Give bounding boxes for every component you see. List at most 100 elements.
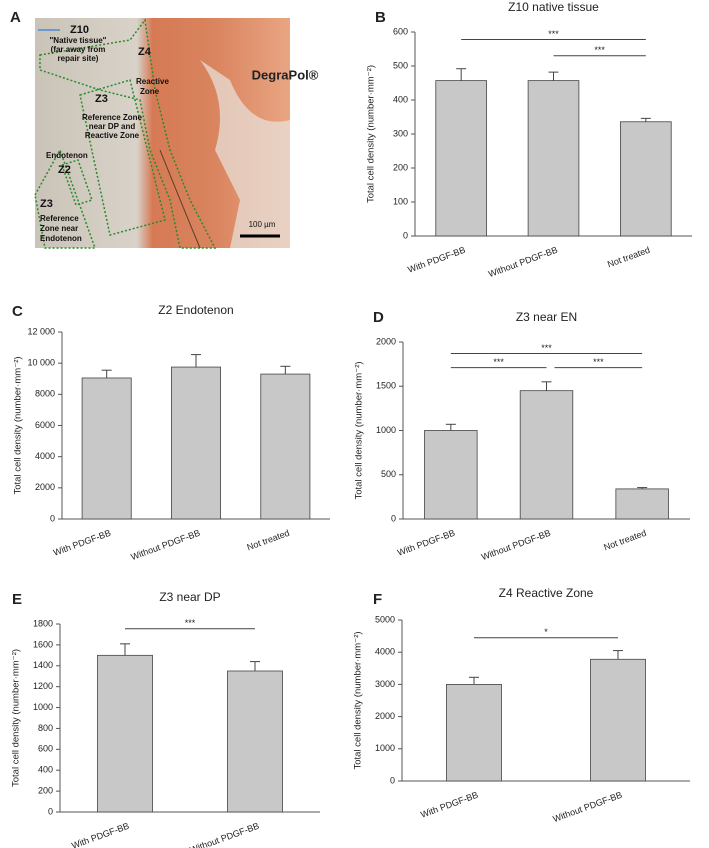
x-tick-label: Without PDGF-BB <box>551 790 623 824</box>
bar <box>435 80 487 237</box>
error-bar <box>541 381 552 391</box>
y-tick-label: 100 <box>393 196 408 206</box>
y-tick-label: 200 <box>393 162 408 172</box>
x-tick-label: Without PDGF-BB <box>129 528 201 562</box>
tissue-detail <box>200 60 290 248</box>
zone-text: Reference Zone <box>82 113 143 122</box>
panel-letter: A <box>10 9 21 26</box>
bar <box>424 430 478 520</box>
chart-title: Z10 native tissue <box>508 0 599 14</box>
zone-text: Zone near <box>40 224 78 233</box>
edge <box>159 149 201 249</box>
y-tick-label: 800 <box>38 723 53 733</box>
y-tick-label: 1500 <box>376 381 396 391</box>
panel-letter: D <box>373 309 384 326</box>
y-tick-label: 1800 <box>33 618 53 628</box>
panel-letter: F <box>373 591 382 608</box>
y-tick-label: 600 <box>393 26 408 36</box>
y-tick-label: 600 <box>38 744 53 754</box>
panel-letter: C <box>12 303 23 320</box>
x-tick-label: Without PDGF-BB <box>487 245 559 279</box>
error-bar <box>640 117 651 122</box>
y-tick-label: 6000 <box>35 420 55 430</box>
zone-text: Reference <box>40 214 79 223</box>
bar <box>97 654 153 813</box>
error-bar <box>445 423 456 431</box>
error-bar <box>191 354 201 368</box>
significance-label: *** <box>593 357 604 367</box>
bar <box>171 366 221 520</box>
significance-label: *** <box>185 618 196 628</box>
y-axis-label: Total cell density (number·mm⁻²) <box>366 65 377 203</box>
zone-text: Reactive <box>136 77 169 86</box>
x-tick-label: With PDGF-BB <box>70 821 130 848</box>
bar <box>227 670 283 813</box>
scale-bar-label: 100 µm <box>249 220 276 229</box>
significance-label: * <box>544 627 548 637</box>
y-tick-label: 300 <box>393 128 408 138</box>
y-tick-label: 3000 <box>375 679 395 689</box>
error-bar <box>101 369 112 378</box>
y-tick-label: 2000 <box>375 711 395 721</box>
zone-text: repair site) <box>58 54 99 63</box>
error-bar <box>250 661 260 671</box>
y-tick-label: 500 <box>393 60 408 70</box>
y-tick-label: 1400 <box>33 660 53 670</box>
error-bar <box>120 643 130 656</box>
error-bar <box>637 487 648 489</box>
y-axis-label: Total cell density (number·mm⁻²) <box>11 649 22 787</box>
y-axis-label: Total cell density (number·mm⁻²) <box>353 631 364 769</box>
zone-label: Z3 <box>95 93 108 105</box>
zone-text: "Native tissue" <box>50 36 107 45</box>
y-tick-label: 0 <box>391 513 396 523</box>
y-tick-label: 10 000 <box>27 358 55 368</box>
x-tick-label: Not treated <box>606 245 651 270</box>
y-tick-label: 1000 <box>376 425 396 435</box>
x-tick-label: With PDGF-BB <box>419 790 479 820</box>
x-tick-label: Without PDGF-BB <box>188 821 260 848</box>
y-axis-label: Total cell density (number·mm⁻²) <box>354 361 365 499</box>
zone-text: near DP and <box>89 122 136 131</box>
zone-label: Z2 <box>58 164 71 176</box>
panel-letter: E <box>12 591 22 608</box>
x-tick-label: Not treated <box>602 528 647 553</box>
x-tick-label: Without PDGF-BB <box>480 528 552 562</box>
x-tick-label: With PDGF-BB <box>52 528 112 558</box>
micrograph: Z10 "Native tissue" (far away from repai… <box>34 18 319 249</box>
x-tick-label: With PDGF-BB <box>396 528 456 558</box>
zone-text: (far away from <box>51 45 106 54</box>
error-bar <box>613 650 623 660</box>
error-bar <box>456 68 467 81</box>
y-tick-label: 1000 <box>375 743 395 753</box>
y-tick-label: 400 <box>38 765 53 775</box>
y-axis-label: Total cell density (number·mm⁻²) <box>13 356 24 494</box>
zone-text: Zone <box>140 87 160 96</box>
chart-title: Z2 Endotenon <box>158 303 233 317</box>
bar <box>590 658 646 782</box>
bar <box>620 121 672 237</box>
y-tick-label: 1600 <box>33 639 53 649</box>
error-bar <box>280 365 291 375</box>
material-label: DegraPol® <box>252 67 319 82</box>
y-tick-label: 4000 <box>35 451 55 461</box>
zone-text: Endotenon <box>40 234 82 243</box>
x-tick-label: Not treated <box>246 528 291 553</box>
bar <box>615 488 669 520</box>
chart-title: Z4 Reactive Zone <box>499 586 594 600</box>
y-tick-label: 1200 <box>33 681 53 691</box>
x-tick-label: With PDGF-BB <box>406 245 466 275</box>
zone-outlines <box>34 18 217 249</box>
panel-letter: B <box>375 9 386 26</box>
significance-label: *** <box>594 45 605 55</box>
chart-title: Z3 near EN <box>516 310 577 324</box>
y-tick-label: 0 <box>403 230 408 240</box>
y-tick-label: 400 <box>393 94 408 104</box>
y-tick-label: 8000 <box>35 389 55 399</box>
chart-title: Z3 near DP <box>159 590 220 604</box>
y-tick-label: 0 <box>50 513 55 523</box>
y-tick-label: 500 <box>381 469 396 479</box>
y-tick-label: 5000 <box>375 614 395 624</box>
y-tick-label: 200 <box>38 785 53 795</box>
bar <box>527 80 580 237</box>
